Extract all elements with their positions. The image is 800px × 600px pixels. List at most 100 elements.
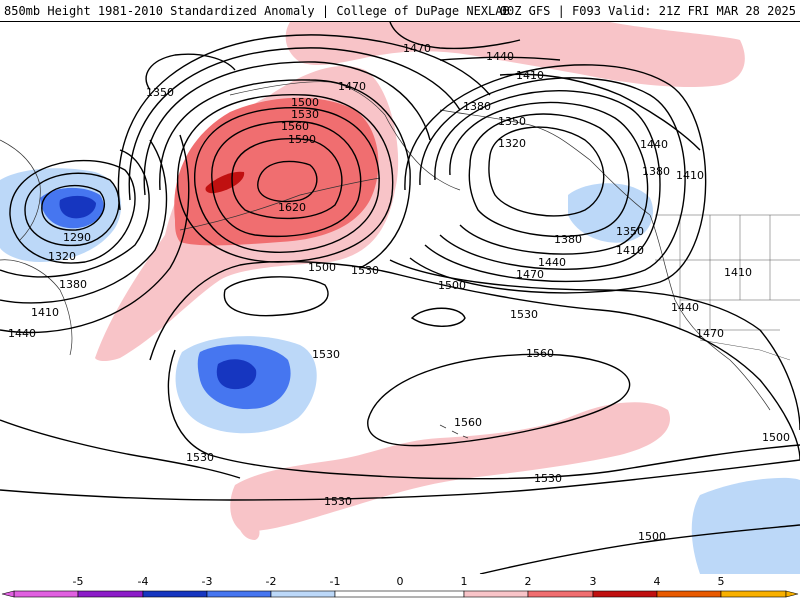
contour-label: 1500 <box>291 96 319 109</box>
contour-label: 1560 <box>281 120 309 133</box>
legend-tick: -3 <box>202 575 213 588</box>
contour-label: 1530 <box>324 495 352 508</box>
legend-bar-pos1 <box>463 590 529 598</box>
contour-1560 <box>211 120 362 238</box>
contour-label: 1350 <box>616 225 644 238</box>
contour-1440-top <box>439 56 561 61</box>
contour-label: 1320 <box>48 250 76 263</box>
legend-bar-neg5 <box>13 590 79 598</box>
contour-label: 1350 <box>498 115 526 128</box>
contour-label: 1620 <box>278 201 306 214</box>
contour-1410-a <box>128 47 461 201</box>
legend-bar-neg4 <box>77 590 144 598</box>
contour-1440-a <box>143 61 431 196</box>
contour-1500-high <box>223 276 329 317</box>
legend-tick-labels: -5 -4 -3 -2 -1 0 1 2 3 4 5 <box>73 575 725 588</box>
contour-label: 1500 <box>308 261 336 274</box>
contour-label: 1380 <box>463 100 491 113</box>
contour-label: 1590 <box>288 133 316 146</box>
contour-label: 1500 <box>438 279 466 292</box>
contour-1350-e <box>468 113 630 238</box>
coastlines <box>0 81 771 439</box>
height-contours <box>0 22 800 574</box>
anomaly-pos1-north <box>285 22 745 88</box>
anomaly-neg1-southeast <box>691 477 800 574</box>
contour-label: 1530 <box>186 451 214 464</box>
contour-label: 1530 <box>291 108 319 121</box>
anomaly-pos2-main <box>174 97 379 246</box>
anomaly-neg3-west <box>59 195 96 219</box>
contour-1530 <box>194 107 380 253</box>
contour-1320-e <box>488 126 605 217</box>
legend-bar-pos3 <box>592 590 658 598</box>
state-lines <box>655 215 800 331</box>
contour-1500-bottom <box>479 524 800 574</box>
alaska-coastline <box>229 81 461 191</box>
contour-label: 1440 <box>486 50 514 63</box>
contour-label: 1470 <box>696 327 724 340</box>
legend-bar-pos2 <box>527 590 594 598</box>
legend-arrow-right <box>785 590 799 598</box>
legend-bar-pos4 <box>656 590 722 598</box>
contour-label: 1530 <box>312 348 340 361</box>
contour-label: 1500 <box>638 530 666 543</box>
contour-1620 <box>257 160 318 203</box>
contour-label: 1440 <box>8 327 36 340</box>
contour-1500-small <box>410 307 466 327</box>
political-borders <box>655 214 800 361</box>
contour-label: 1380 <box>642 165 670 178</box>
contour-1290 <box>41 184 106 231</box>
legend-tick: 4 <box>654 575 661 588</box>
contour-1560-s <box>367 353 631 447</box>
contour-label: 1530 <box>534 472 562 485</box>
contour-1470-top <box>389 22 521 50</box>
legend-tick: 0 <box>397 575 404 588</box>
contour-label: 1410 <box>516 69 544 82</box>
contour-label: 1440 <box>671 301 699 314</box>
contour-1380-e <box>449 101 649 255</box>
kamchatka-coast <box>0 139 41 241</box>
contour-1500-mid <box>389 259 800 431</box>
legend-arrow-left <box>1 590 15 598</box>
contour-label: 1500 <box>762 431 790 444</box>
contour-1530-mid <box>149 260 800 461</box>
contour-label: 1380 <box>554 233 582 246</box>
contour-1470-e <box>404 64 707 294</box>
mexico-border <box>699 339 791 361</box>
legend-tick: 1 <box>461 575 468 588</box>
legend-tick: -2 <box>266 575 277 588</box>
contour-1500 <box>177 94 394 263</box>
anomaly-neg1-coast <box>568 183 653 243</box>
legend-tick: -4 <box>138 575 149 588</box>
contour-label: 1410 <box>676 169 704 182</box>
contour-label: 1560 <box>526 347 554 360</box>
contour-1350-w <box>9 159 136 264</box>
legend-bar-neg3 <box>142 590 208 598</box>
contour-label: 1470 <box>338 80 366 93</box>
contour-label: 1530 <box>351 264 379 277</box>
contour-1530-s <box>167 349 800 480</box>
na-west-coast <box>649 214 771 411</box>
legend-bar-neg2 <box>206 590 272 598</box>
anomaly-map: 1470 1440 1410 1350 1470 1500 1530 1560 … <box>0 22 800 574</box>
hawaii-islands <box>439 424 469 439</box>
negative-anomaly-areas <box>0 168 800 574</box>
contour-1530-sw <box>0 419 241 479</box>
legend-tick: 2 <box>525 575 532 588</box>
color-scale-legend: -5 -4 -3 -2 -1 0 1 2 3 4 5 <box>1 575 799 598</box>
contour-label: 1530 <box>510 308 538 321</box>
contour-1410-e <box>434 90 661 270</box>
map-title: 850mb Height 1981-2010 Standardized Anom… <box>4 4 510 18</box>
contour-label: 1410 <box>724 266 752 279</box>
legend-tick: 5 <box>718 575 725 588</box>
map-header: 850mb Height 1981-2010 Standardized Anom… <box>0 0 800 22</box>
contour-labels: 1470 1440 1410 1350 1470 1500 1530 1560 … <box>8 42 790 543</box>
contour-label: 1290 <box>63 231 91 244</box>
model-run-label: 00Z GFS | F093 Valid: 21Z FRI MAR 28 202… <box>499 4 796 18</box>
contour-label: 1470 <box>516 268 544 281</box>
aleutian-islands <box>179 177 381 231</box>
anomaly-pos3-core <box>205 171 245 194</box>
contour-label: 1440 <box>538 256 566 269</box>
anomaly-pos1-south <box>230 402 670 532</box>
anomaly-pos1-tail <box>235 492 260 540</box>
